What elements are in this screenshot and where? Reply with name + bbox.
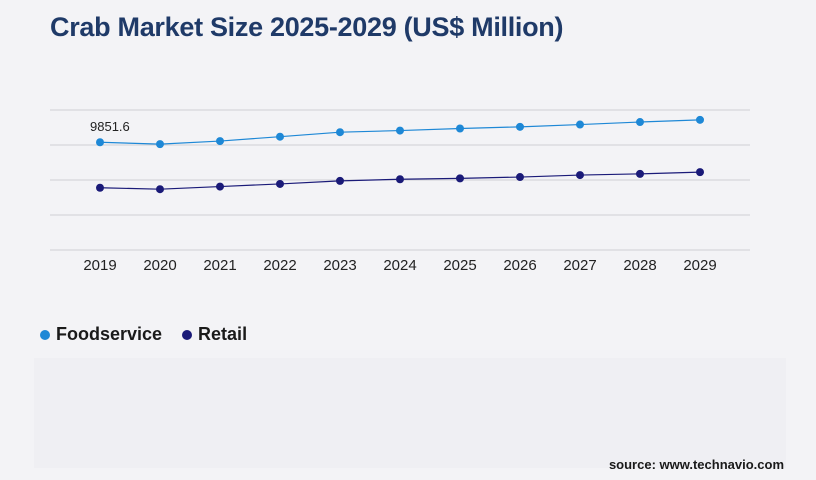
line-chart: 2019 2020 2021 2022 2023 2024 2025 2026 2027 2028… (50, 109, 750, 274)
data-point-foodservice (516, 122, 524, 131)
data-point-foodservice (456, 124, 464, 133)
data-point-foodservice (396, 126, 404, 135)
x-tick-label: 2021 (203, 257, 236, 274)
x-tick-label: 2023 (323, 257, 356, 274)
data-point-retail (156, 185, 164, 194)
data-point-retail (636, 169, 644, 178)
data-point-retail (276, 179, 284, 188)
x-tick-label: 2028 (623, 257, 656, 274)
data-point-retail (396, 175, 404, 184)
data-label: 9851.6 (90, 119, 130, 134)
legend-item-retail[interactable]: Retail (182, 324, 247, 345)
legend-label-foodservice: Foodservice (56, 324, 163, 344)
data-point-foodservice (96, 138, 104, 147)
chart-legend: Foodservice Retail (40, 324, 267, 345)
x-tick-label: 2020 (143, 257, 176, 274)
data-point-foodservice (336, 128, 344, 137)
source-credit: source: www.technavio.com (608, 457, 784, 472)
data-point-foodservice (636, 118, 644, 127)
data-point-retail (516, 173, 524, 182)
data-point-retail (216, 182, 224, 191)
x-tick-label: 2019 (83, 257, 116, 274)
data-point-foodservice (696, 115, 704, 124)
data-point-foodservice (276, 132, 284, 141)
data-point-retail (336, 176, 344, 185)
x-tick-label: 2022 (263, 257, 296, 274)
chart-title: Crab Market Size 2025-2029 (US$ Million) (50, 12, 564, 42)
data-point-retail (696, 168, 704, 177)
legend-item-foodservice[interactable]: Foodservice (40, 324, 162, 345)
data-point-foodservice (576, 120, 584, 129)
data-point-foodservice (216, 137, 224, 146)
x-tick-label: 2024 (383, 257, 416, 274)
legend-marker-foodservice-icon (40, 329, 50, 340)
x-tick-label: 2029 (683, 257, 716, 274)
lower-panel (34, 358, 786, 468)
data-point-retail (96, 183, 104, 192)
data-point-retail (576, 171, 584, 180)
x-tick-label: 2027 (563, 257, 596, 274)
x-tick-label: 2026 (503, 257, 536, 274)
legend-label-retail: Retail (198, 324, 248, 344)
legend-marker-retail-icon (182, 329, 193, 340)
data-point-retail (456, 174, 464, 183)
data-point-foodservice (156, 140, 164, 149)
x-tick-label: 2025 (443, 257, 476, 274)
